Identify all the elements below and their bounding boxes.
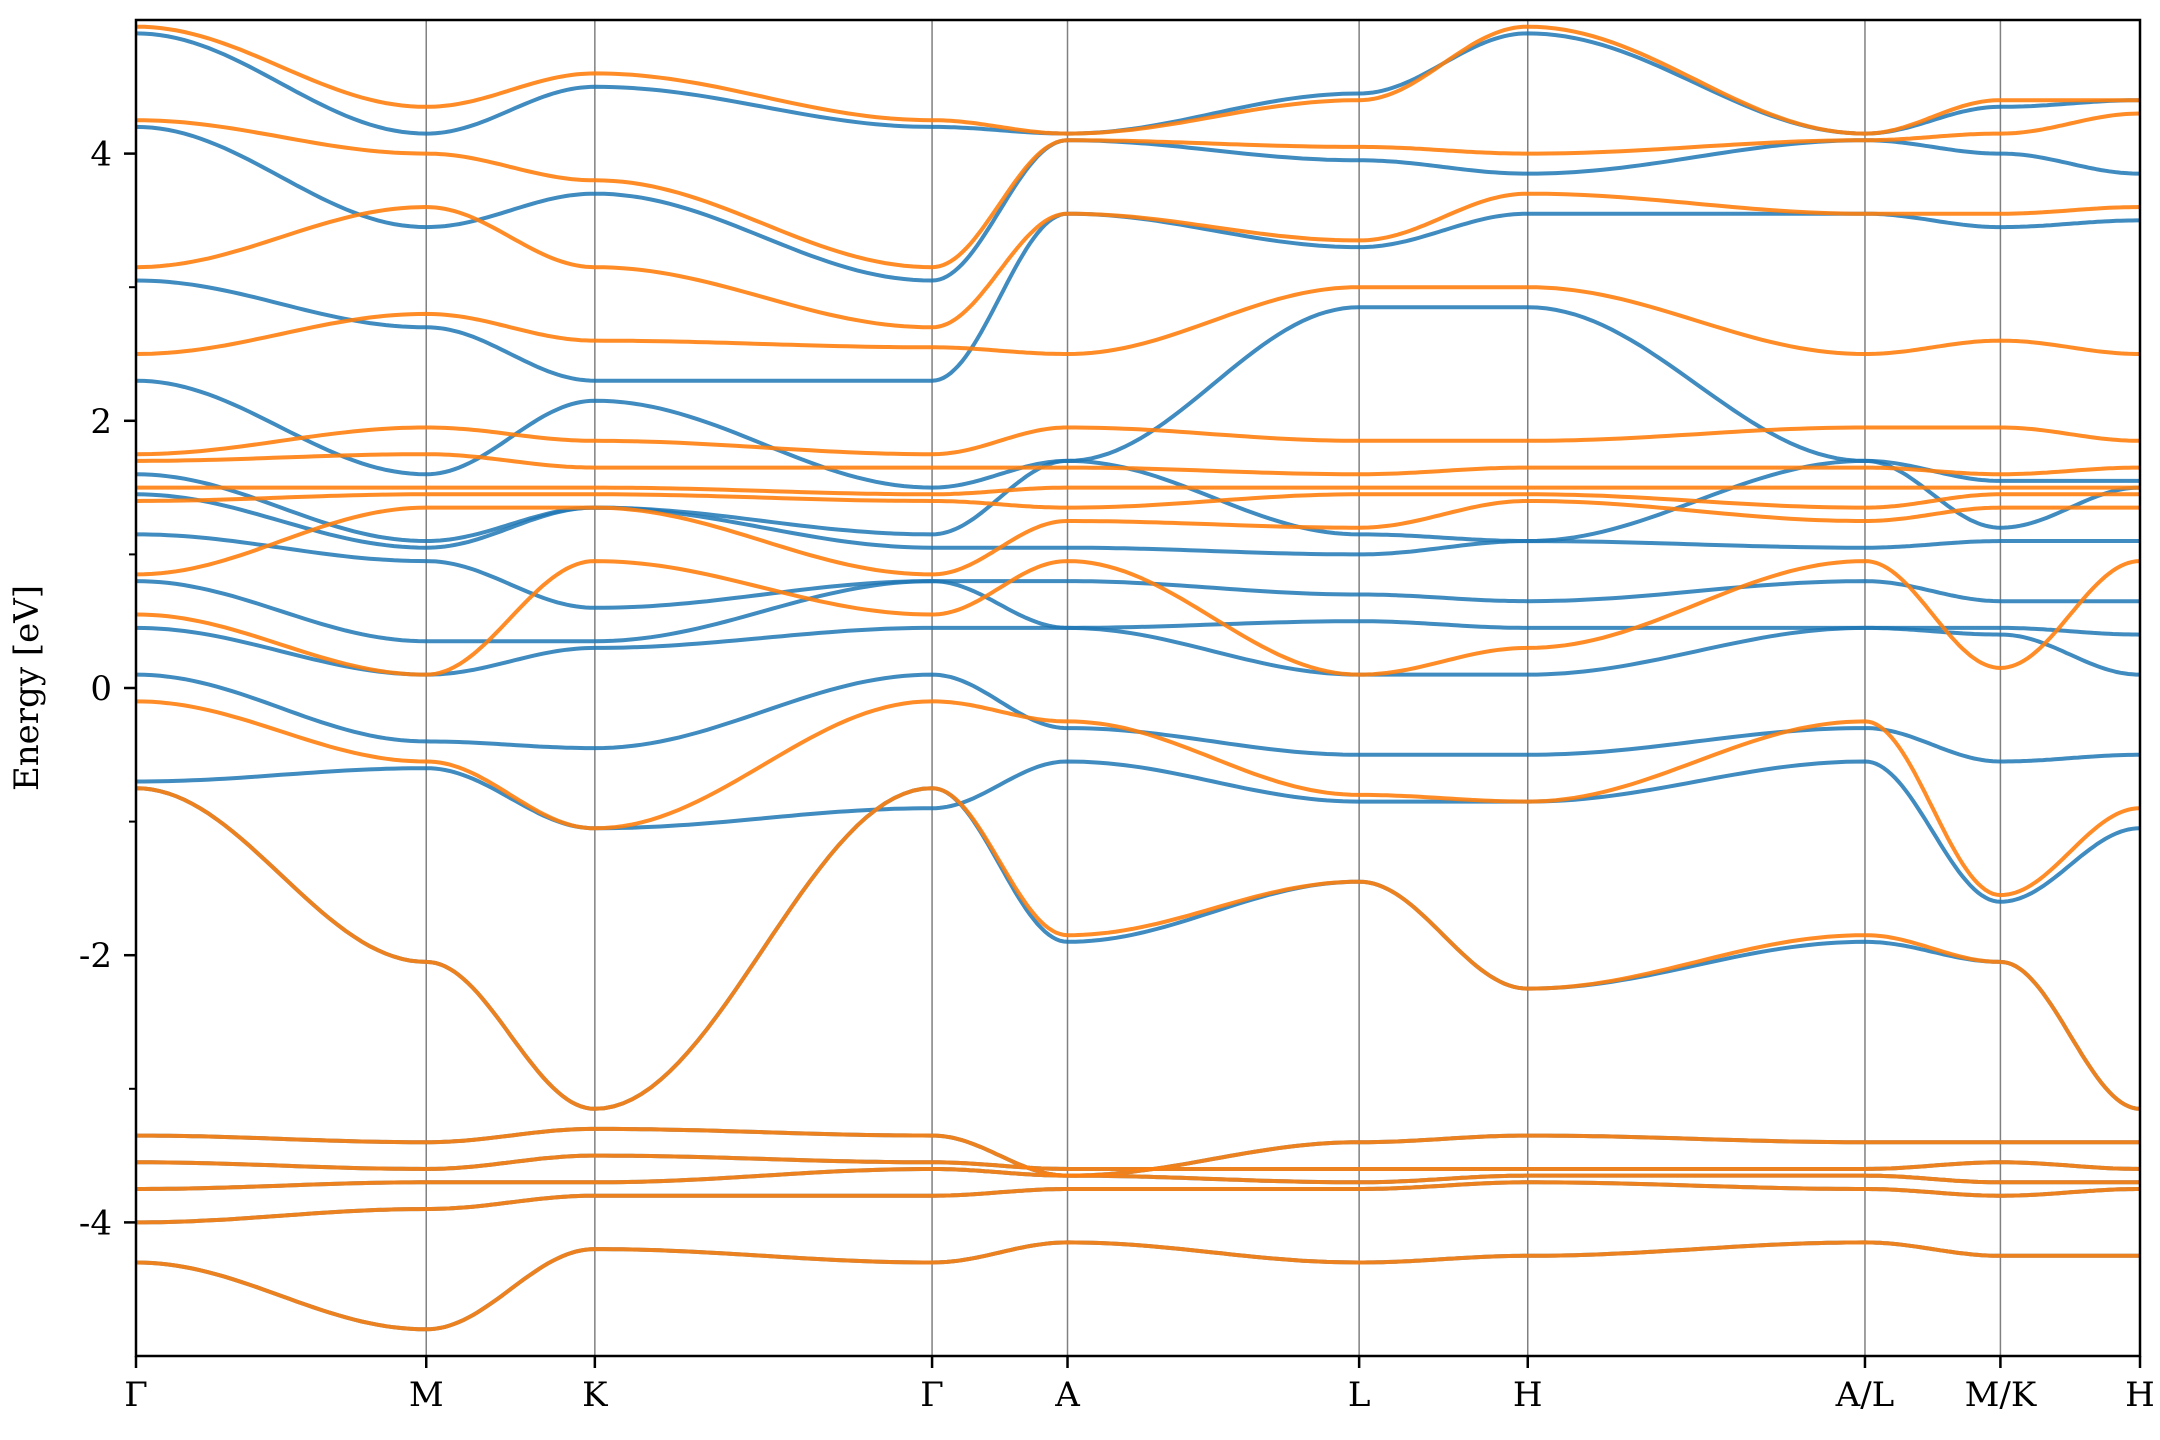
band-line xyxy=(136,211,2140,383)
kpoint-label: K xyxy=(582,1375,608,1415)
band-line xyxy=(136,499,2140,577)
plot-frame xyxy=(134,18,2142,1358)
band-line xyxy=(136,1180,2140,1225)
y-tick-label: 4 xyxy=(90,135,112,175)
kpoint-label: M/K xyxy=(1965,1375,2037,1415)
band-line xyxy=(136,559,2140,677)
kpoint-label: L xyxy=(1348,1375,1371,1415)
band-line xyxy=(136,786,2140,1111)
band-line xyxy=(136,305,2140,490)
band-line xyxy=(136,1153,2140,1172)
band-line xyxy=(136,191,2140,330)
band-lines xyxy=(136,24,2140,1332)
y-tick-label: -2 xyxy=(79,936,112,976)
kpoint-label: H xyxy=(2125,1375,2155,1415)
band-line xyxy=(136,111,2140,270)
band-line xyxy=(136,31,2140,136)
band-line xyxy=(136,672,2140,764)
band-line xyxy=(136,532,2140,610)
band-line xyxy=(136,1126,2140,1178)
band-line xyxy=(136,425,2140,457)
band-line xyxy=(136,24,2140,136)
y-tick-label: 0 xyxy=(90,669,112,709)
x-axis-ticks: Γ M K Γ A L H A/L M/K H xyxy=(124,1356,2155,1415)
band-line xyxy=(136,759,2140,904)
kpoint-label: M xyxy=(409,1375,444,1415)
y-tick-label: 2 xyxy=(90,402,112,442)
band-line xyxy=(136,485,2140,497)
band-line xyxy=(136,285,2140,356)
kpoint-label: Γ xyxy=(124,1375,148,1415)
band-line xyxy=(136,1240,2140,1332)
kpoint-label: Γ xyxy=(920,1375,944,1415)
band-line xyxy=(136,1167,2140,1191)
band-line xyxy=(136,452,2140,477)
band-line xyxy=(136,492,2140,557)
band-line xyxy=(136,458,2140,543)
band-line xyxy=(136,579,2140,644)
band-line xyxy=(136,786,2140,1111)
y-axis-ticks: -4 -2 0 2 4 xyxy=(79,135,136,1243)
kpoint-label: A xyxy=(1054,1375,1080,1415)
band-line xyxy=(136,699,2140,898)
y-tick-label: -4 xyxy=(79,1203,112,1243)
kpoint-label: H xyxy=(1513,1375,1543,1415)
band-line xyxy=(136,492,2140,510)
y-axis-label: Energy [eV] xyxy=(7,585,47,791)
kpoint-divider-lines xyxy=(425,20,2002,1356)
band-line xyxy=(136,1240,2140,1332)
band-line xyxy=(136,625,2140,677)
band-line xyxy=(136,124,2140,283)
kpoint-label: A/L xyxy=(1835,1375,1895,1415)
